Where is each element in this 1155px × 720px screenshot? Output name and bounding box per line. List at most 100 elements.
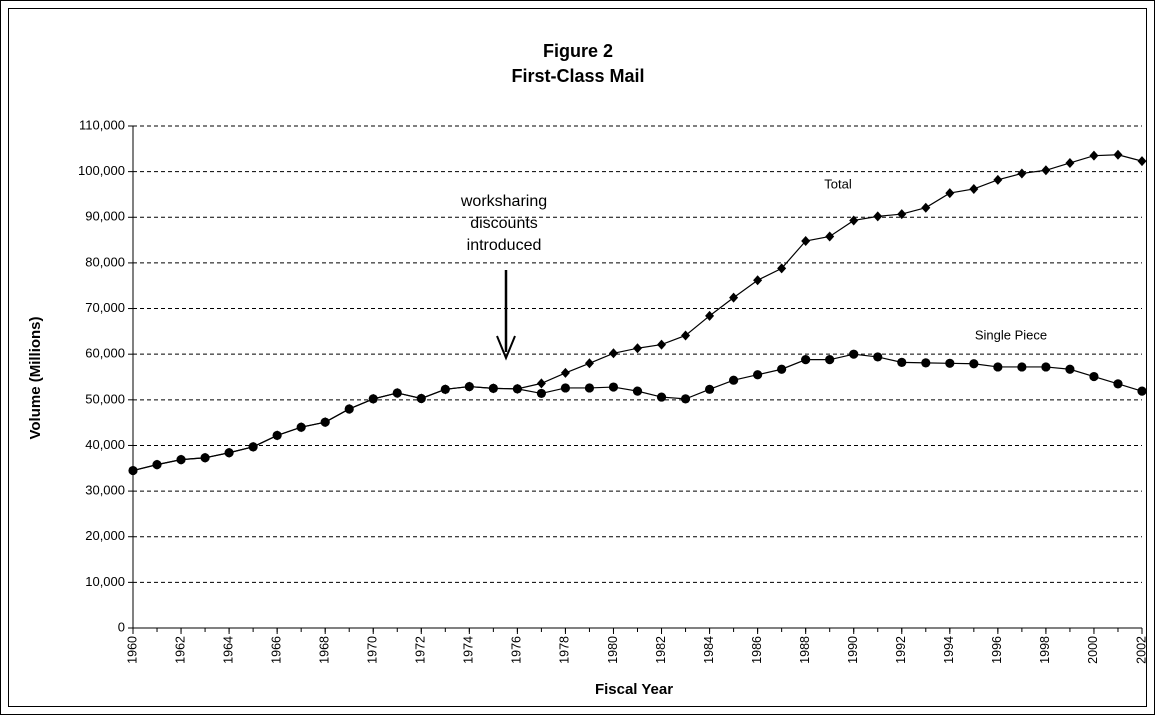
point (801, 355, 811, 365)
point (464, 381, 474, 392)
point (969, 359, 979, 369)
point (584, 358, 594, 369)
chart-border (8, 8, 1147, 707)
chart-title: Figure 2 (543, 41, 613, 61)
point (633, 343, 642, 354)
x-tick-label: 1964 (221, 636, 235, 664)
x-tick-label: 2000 (1086, 636, 1100, 664)
point (632, 386, 643, 396)
y-tick-label: 60,000 (85, 346, 125, 361)
point (753, 275, 763, 286)
point (849, 215, 859, 226)
point (608, 382, 619, 392)
point (897, 357, 907, 367)
y-axis-title: Volume (Millions) (27, 316, 44, 439)
x-tick-label: 1974 (462, 636, 476, 664)
y-tick-label: 0 (118, 619, 125, 634)
point (128, 465, 138, 476)
point (825, 231, 835, 242)
point (368, 394, 378, 404)
point (657, 339, 667, 350)
point (993, 174, 1003, 185)
y-tick-label: 30,000 (85, 483, 125, 498)
point (392, 388, 402, 398)
point (777, 364, 787, 374)
annotation: worksharing (460, 193, 547, 210)
x-tick-label: 1992 (894, 636, 908, 664)
y-tick-label: 100,000 (78, 163, 125, 178)
point (536, 388, 547, 399)
series-label: Total (824, 176, 852, 191)
point (512, 384, 522, 394)
point (993, 362, 1003, 372)
y-tick-label: 70,000 (85, 300, 125, 315)
y-tick-label: 20,000 (85, 528, 125, 543)
point (656, 392, 667, 402)
point (224, 448, 234, 458)
x-tick-label: 1986 (750, 636, 764, 664)
point (921, 202, 931, 213)
y-tick-label: 90,000 (85, 209, 125, 224)
y-tick-label: 50,000 (85, 391, 125, 406)
point (344, 404, 354, 414)
point (681, 330, 691, 341)
point (921, 358, 931, 368)
point (1041, 362, 1051, 372)
x-tick-label: 1996 (990, 636, 1004, 664)
point (560, 383, 571, 393)
point (248, 442, 258, 452)
x-tick-label: 1960 (125, 636, 139, 664)
point (200, 453, 210, 463)
x-tick-label: 1980 (606, 636, 620, 664)
point (945, 358, 955, 368)
point (945, 188, 955, 199)
annotation: discounts (470, 215, 538, 232)
x-tick-label: 1972 (414, 636, 428, 664)
point (560, 367, 570, 378)
x-tick-label: 1978 (558, 636, 572, 664)
point (729, 292, 739, 303)
point (777, 263, 787, 274)
point (969, 183, 979, 194)
point (152, 460, 162, 470)
point (608, 348, 618, 359)
point (1137, 156, 1147, 167)
point (680, 394, 691, 404)
point (272, 430, 282, 441)
y-tick-label: 40,000 (85, 437, 125, 452)
point (1041, 165, 1051, 176)
x-tick-label: 2002 (1134, 636, 1148, 664)
x-tick-label: 1966 (269, 636, 283, 664)
point (440, 384, 450, 394)
point (801, 236, 811, 247)
x-tick-label: 1984 (702, 636, 716, 664)
point (584, 383, 595, 393)
x-tick-label: 1970 (366, 636, 380, 664)
point (704, 384, 715, 394)
point (1065, 157, 1075, 168)
point (1017, 168, 1027, 179)
point (897, 209, 907, 220)
point (488, 383, 498, 394)
y-tick-label: 10,000 (85, 574, 125, 589)
x-tick-label: 1962 (173, 636, 187, 664)
chart-title: First-Class Mail (511, 66, 644, 86)
x-tick-label: 1994 (942, 636, 956, 664)
point (1089, 150, 1099, 161)
y-tick-label: 110,000 (79, 117, 125, 132)
point (873, 211, 883, 222)
point (176, 455, 186, 465)
point (416, 393, 426, 404)
point (536, 378, 546, 389)
annotation: introduced (467, 237, 542, 254)
point (849, 349, 859, 359)
point (1113, 379, 1123, 389)
point (825, 355, 835, 365)
x-tick-label: 1982 (654, 636, 668, 664)
x-tick-label: 1988 (798, 636, 812, 664)
series-label: Single Piece (975, 327, 1047, 342)
x-tick-label: 1990 (846, 636, 860, 664)
point (753, 370, 763, 380)
